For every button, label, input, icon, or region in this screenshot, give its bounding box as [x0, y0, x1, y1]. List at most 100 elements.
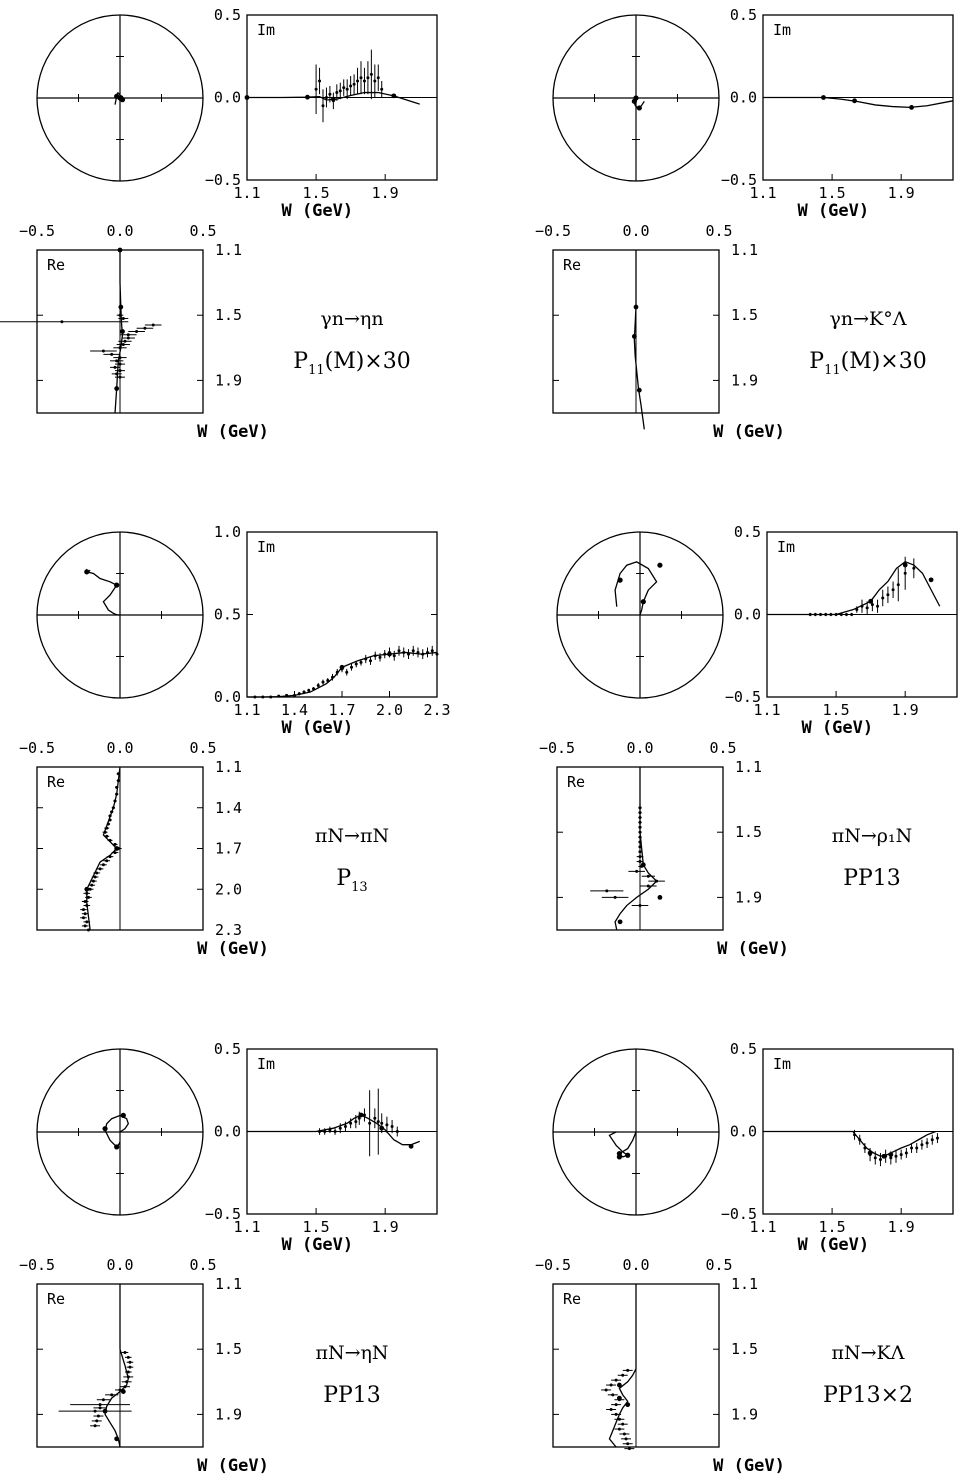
im-point: [321, 104, 325, 108]
argand-dot: [120, 1112, 126, 1118]
re-point: [638, 811, 642, 815]
im-ytick-label: 0.0: [730, 1123, 757, 1141]
im-dot: [358, 1112, 364, 1118]
re-point: [614, 1412, 618, 1416]
wave-main: P: [809, 349, 824, 374]
im-xtick-label: 1.5: [303, 184, 330, 202]
im-point: [863, 1146, 867, 1150]
re-point: [626, 1442, 630, 1446]
im-point: [920, 1143, 924, 1147]
re-wtick-label: 1.5: [731, 306, 758, 324]
re-xtick-label: 0.0: [626, 739, 653, 757]
re-point: [123, 1350, 127, 1354]
re-point: [93, 1424, 97, 1428]
re-point: [638, 855, 642, 859]
wave-label: PP13: [843, 866, 901, 891]
im-point: [338, 1126, 342, 1130]
re-xtick-label: 0.0: [106, 222, 133, 240]
im-point: [352, 82, 356, 86]
re-point: [90, 883, 94, 887]
im-point: [293, 693, 296, 697]
im-panel: 0.5 0.0 −0.51.1 1.5 1.9 Im W (GeV): [721, 1040, 954, 1255]
re-point: [106, 822, 110, 826]
im-point: [397, 649, 401, 653]
im-point: [850, 613, 854, 616]
argand-diagram: [36, 1048, 204, 1216]
im-point: [407, 652, 410, 656]
im-dot: [821, 95, 826, 100]
im-point: [884, 1154, 888, 1158]
re-xtick-label: 0.0: [622, 1256, 649, 1274]
wave-rest: (M)×30: [325, 349, 411, 374]
wave-label: P11(M)×30: [293, 349, 410, 378]
wave-label: P11(M)×30: [809, 349, 926, 378]
im-point: [368, 1121, 372, 1125]
im-point: [359, 660, 363, 664]
re-wtick-label: 1.9: [731, 1405, 758, 1423]
re-point: [604, 1388, 608, 1392]
re-point: [113, 365, 117, 369]
re-point: [86, 895, 90, 899]
im-point: [376, 1120, 380, 1124]
im-point: [321, 680, 325, 684]
re-xtick-label: 0.5: [189, 222, 216, 240]
re-point: [105, 859, 109, 863]
re-dot: [118, 304, 124, 310]
wave-label: P13: [336, 866, 367, 895]
re-point: [640, 864, 644, 868]
im-point: [912, 566, 916, 570]
argand-dot: [617, 577, 623, 583]
im-dot: [305, 94, 310, 100]
argand-dot: [114, 582, 120, 588]
re-panel: −0.5 0.0 0.51.1 1.5 1.9 Re W (GeV): [0, 222, 269, 442]
re-point: [638, 845, 642, 849]
re-point: [118, 313, 122, 317]
im-xtick-label: 1.5: [823, 701, 850, 719]
re-point: [609, 1383, 613, 1387]
im-point: [345, 87, 349, 91]
im-xtick-label: 2.0: [376, 701, 403, 719]
re-point: [118, 362, 122, 366]
re-point: [83, 912, 87, 916]
re-point: [638, 830, 642, 834]
re-point: [81, 908, 85, 912]
re-point: [655, 879, 659, 883]
re-point: [85, 904, 89, 908]
im-xtick-label: 1.7: [328, 701, 355, 719]
im-point: [324, 96, 328, 99]
im-xtick-label: 1.4: [281, 701, 308, 719]
re-wtick-label: 1.5: [215, 1340, 242, 1358]
im-label: Im: [257, 1055, 275, 1073]
im-point: [829, 613, 833, 616]
im-point: [340, 667, 344, 671]
re-xlabel: W (GeV): [713, 422, 785, 442]
re-wtick-label: 1.5: [215, 306, 242, 324]
re-point: [113, 851, 117, 855]
im-xtick-label: 1.5: [819, 1218, 846, 1236]
re-point: [101, 863, 105, 867]
im-xtick-label: 1.1: [749, 1218, 776, 1236]
re-point: [93, 875, 97, 879]
panel-labels: πN→ηN PP13: [315, 1342, 388, 1408]
im-point: [925, 1141, 929, 1145]
re-dot: [633, 304, 639, 310]
re-point: [118, 356, 122, 360]
re-dot: [625, 1402, 631, 1408]
im-xtick-label: 1.9: [888, 1218, 915, 1236]
re-point: [83, 924, 87, 928]
argand-dot: [114, 1144, 120, 1150]
im-dot: [909, 105, 914, 110]
im-ytick-label: −0.5: [721, 1205, 757, 1223]
im-point: [350, 665, 353, 669]
im-dot: [868, 598, 874, 604]
argand-dot: [102, 1126, 108, 1132]
re-point: [638, 904, 642, 908]
re-wtick-label: 1.1: [215, 241, 242, 259]
argand-diagram: [36, 531, 204, 699]
wave-label: PP13: [323, 1383, 381, 1408]
re-point: [135, 330, 139, 333]
re-point: [105, 826, 109, 830]
re-xlabel: W (GeV): [197, 939, 269, 959]
im-dot: [391, 93, 397, 99]
im-point: [373, 654, 377, 658]
